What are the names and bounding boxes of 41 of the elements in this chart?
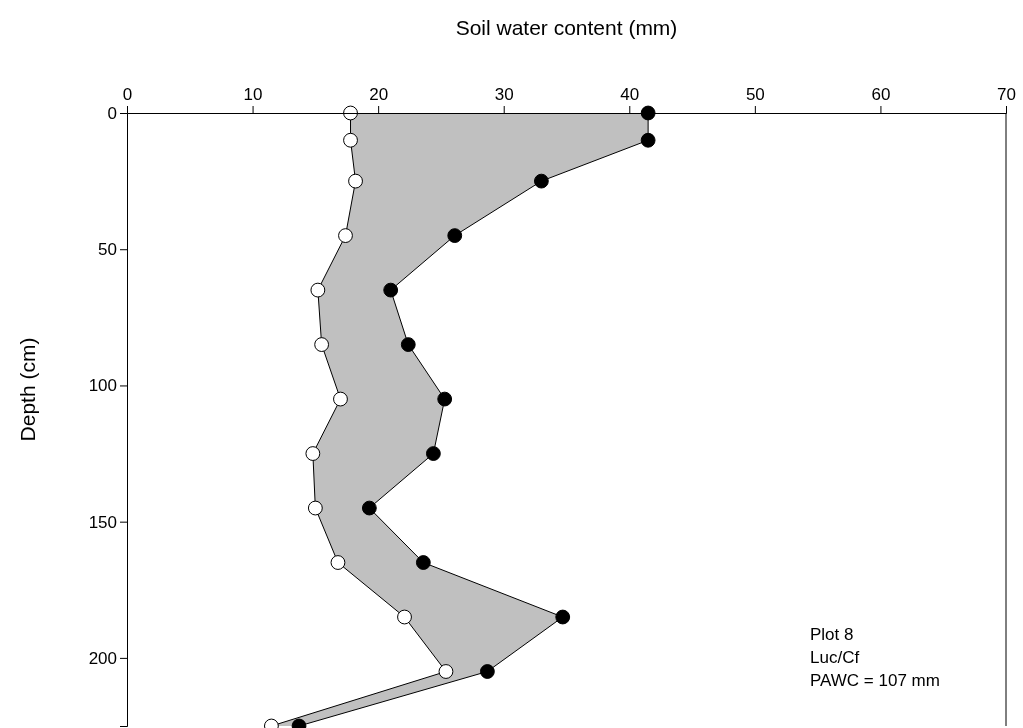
point: [361, 500, 377, 516]
annotation: Plot 8: [810, 625, 854, 644]
point: [333, 391, 348, 407]
point: [305, 446, 321, 461]
point: [447, 228, 463, 243]
x-tick-label: 70: [997, 84, 1016, 104]
point: [479, 664, 495, 679]
x-tick-label: 60: [871, 84, 891, 104]
point: [338, 228, 353, 243]
point: [437, 391, 453, 407]
point: [640, 132, 656, 148]
x-tick-label: 20: [369, 84, 389, 104]
point: [348, 173, 363, 189]
point: [640, 105, 656, 121]
y-tick-label: 50: [98, 240, 117, 260]
point: [533, 173, 549, 189]
x-axis-title: Soil water content (mm): [455, 16, 678, 39]
x-tick-label: 10: [243, 84, 263, 104]
point: [415, 555, 431, 570]
point: [425, 446, 441, 461]
point: [383, 282, 399, 298]
point: [400, 337, 416, 352]
y-axis-title: Depth (cm): [16, 337, 39, 442]
point: [397, 609, 412, 625]
annotation: PAWC = 107 mm: [810, 671, 940, 690]
point: [307, 500, 323, 516]
x-tick-label: 0: [122, 84, 133, 104]
point: [438, 664, 454, 679]
x-tick-label: 40: [620, 84, 640, 104]
point: [343, 132, 358, 148]
x-tick-label: 50: [745, 84, 765, 104]
y-tick-label: 150: [88, 512, 117, 532]
y-tick-label: 100: [88, 376, 117, 396]
y-tick-label: 0: [107, 103, 117, 123]
point: [314, 337, 330, 352]
point: [310, 282, 326, 298]
point: [555, 609, 571, 625]
point: [330, 555, 346, 570]
x-tick-label: 30: [494, 84, 514, 104]
annotation: Luc/Cf: [810, 648, 860, 667]
y-tick-label: 200: [88, 648, 117, 668]
